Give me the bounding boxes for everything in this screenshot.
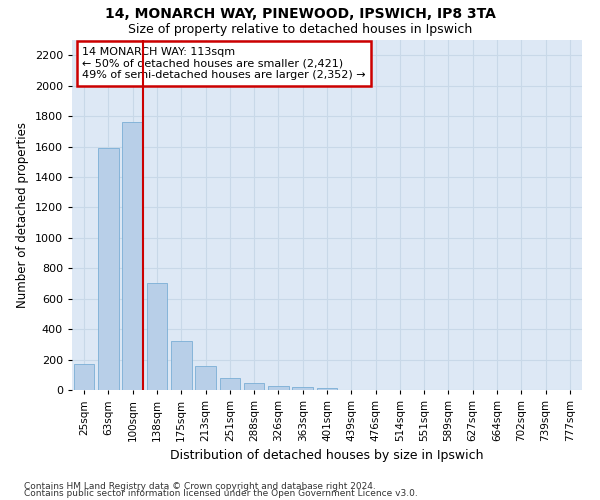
Text: 14 MONARCH WAY: 113sqm
← 50% of detached houses are smaller (2,421)
49% of semi-: 14 MONARCH WAY: 113sqm ← 50% of detached… [82, 47, 366, 80]
Text: Contains public sector information licensed under the Open Government Licence v3: Contains public sector information licen… [24, 490, 418, 498]
Bar [122, 122, 143, 390]
Bar [244, 383, 265, 390]
Bar [317, 388, 337, 390]
Bar [292, 387, 313, 390]
Bar [74, 364, 94, 390]
Text: Contains HM Land Registry data © Crown copyright and database right 2024.: Contains HM Land Registry data © Crown c… [24, 482, 376, 491]
Text: 14, MONARCH WAY, PINEWOOD, IPSWICH, IP8 3TA: 14, MONARCH WAY, PINEWOOD, IPSWICH, IP8 … [104, 8, 496, 22]
Bar [220, 378, 240, 390]
Bar [268, 386, 289, 390]
Y-axis label: Number of detached properties: Number of detached properties [16, 122, 29, 308]
Bar [146, 282, 167, 390]
Bar [195, 366, 216, 390]
Text: Size of property relative to detached houses in Ipswich: Size of property relative to detached ho… [128, 22, 472, 36]
Bar [171, 342, 191, 390]
Bar [98, 148, 119, 390]
X-axis label: Distribution of detached houses by size in Ipswich: Distribution of detached houses by size … [170, 450, 484, 462]
